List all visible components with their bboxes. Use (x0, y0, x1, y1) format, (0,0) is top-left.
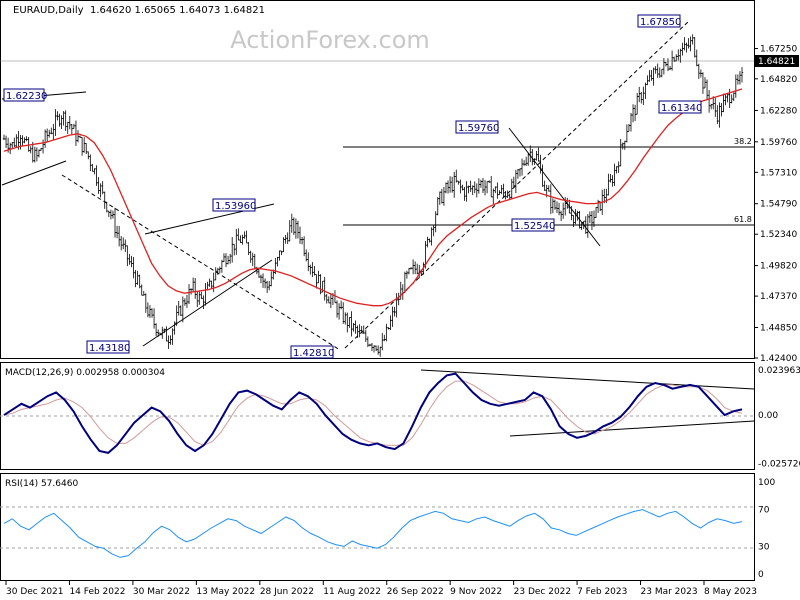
price-label-5-group: 1.59760 (455, 120, 499, 134)
x-tick-label: 7 Feb 2023 (577, 587, 627, 597)
x-tick-label: 30 Dec 2021 (6, 587, 64, 597)
rsi-y-tick-label: 30 (758, 542, 770, 552)
price-label-8: 1.61340 (661, 103, 702, 114)
symbol-label: EURAUD,Daily (13, 5, 84, 16)
current-price-value: 1.64821 (758, 57, 795, 67)
price-label-3-group: 1.43180 (86, 340, 130, 354)
main-y-tick-label: 1.59760 (760, 138, 797, 148)
x-tick-label: 23 Dec 2022 (514, 587, 572, 597)
x-tick-label: 23 Mar 2023 (641, 587, 698, 597)
macd-line (3, 372, 743, 454)
macd-lower-trendline (509, 420, 755, 437)
current-price-tag: 1.64821 (755, 55, 799, 67)
macd-y-tick-label: 0.023963 (758, 366, 800, 376)
macd-y-axis: 0.023963 0.00 -0.025726 (758, 366, 800, 470)
price-label-6-group: 1.52540 (511, 218, 555, 232)
fib-382-label: 38.2 (734, 137, 752, 146)
main-y-tick-label: 1.62280 (760, 106, 797, 116)
macd-y-tick-label: 0.00 (758, 411, 778, 421)
rsi-y-tick-label: 100 (758, 478, 775, 488)
price-label-4-group: 1.42810 (290, 345, 334, 359)
price-label-1-group: 1.62230 (3, 88, 47, 102)
price-label-2: 1.53960 (215, 201, 256, 212)
macd-signal-line (3, 380, 743, 446)
macd-label: MACD(12,26,9) 0.002958 0.000304 (5, 368, 165, 378)
rsi-panel-frame (0, 473, 755, 581)
price-label-6: 1.52540 (514, 221, 555, 232)
main-y-tick-label: 1.54790 (760, 200, 797, 210)
main-y-tick-label: 1.42400 (760, 354, 797, 364)
falling-trendline (61, 174, 341, 351)
rsi-label: RSI(14) 57.6460 (5, 479, 78, 489)
x-tick-label: 11 Aug 2022 (323, 587, 381, 597)
price-label-1: 1.62230 (6, 91, 47, 102)
price-label-5: 1.59760 (458, 123, 499, 134)
x-tick-label: 26 Sep 2022 (387, 587, 444, 597)
rsi-y-tick-label: 70 (758, 506, 770, 516)
main-y-tick-label: 1.64820 (760, 75, 797, 85)
main-y-tick-label: 1.67250 (760, 45, 797, 55)
macd-panel-frame (0, 362, 755, 470)
price-label-2-group: 1.53960 (212, 198, 256, 212)
price-label-7: 1.67850 (640, 17, 681, 28)
main-y-tick-label: 1.47370 (760, 292, 797, 302)
rsi-line (3, 509, 743, 558)
main-y-tick-label: 1.57310 (760, 168, 797, 178)
price-bars (2, 34, 744, 357)
price-bar (740, 67, 744, 83)
main-y-tick-label: 1.52340 (760, 230, 797, 240)
macd-y-tick-label: -0.025726 (758, 460, 800, 470)
x-tick-label: 8 May 2023 (704, 587, 757, 597)
main-y-tick-label: 1.44850 (760, 323, 797, 333)
price-label-8-group: 1.61340 (658, 100, 702, 114)
main-panel-frame (0, 0, 755, 359)
x-tick-label: 14 Feb 2022 (69, 587, 125, 597)
x-tick-label: 30 Mar 2022 (133, 587, 190, 597)
rsi-y-axis: 100 70 30 0 (758, 478, 775, 580)
top-left-support-line (1, 160, 67, 186)
x-tick-label: 9 Nov 2022 (450, 587, 502, 597)
x-tick-label: 28 Jun 2022 (260, 587, 314, 597)
price-label-7-group: 1.67850 (637, 14, 681, 28)
x-axis: 30 Dec 2021 14 Feb 2022 30 Mar 2022 13 May … (5, 581, 757, 597)
ohlc-readout: 1.64620 1.65065 1.64073 1.64821 (90, 5, 265, 16)
down-channel-line (508, 127, 601, 247)
fib-618-label: 61.8 (734, 215, 752, 224)
rsi-y-tick-label: 0 (758, 570, 764, 580)
main-y-axis: 1.67250 1.64820 1.62280 1.59760 1.57310 1.547… (754, 45, 797, 364)
watermark: ActionForex.com (230, 26, 430, 54)
price-label-3: 1.43180 (89, 343, 130, 354)
moving-average-line (3, 88, 743, 307)
main-y-tick-label: 1.49820 (760, 262, 797, 272)
x-tick-label: 13 May 2022 (196, 587, 255, 597)
price-label-4: 1.42810 (293, 348, 334, 359)
